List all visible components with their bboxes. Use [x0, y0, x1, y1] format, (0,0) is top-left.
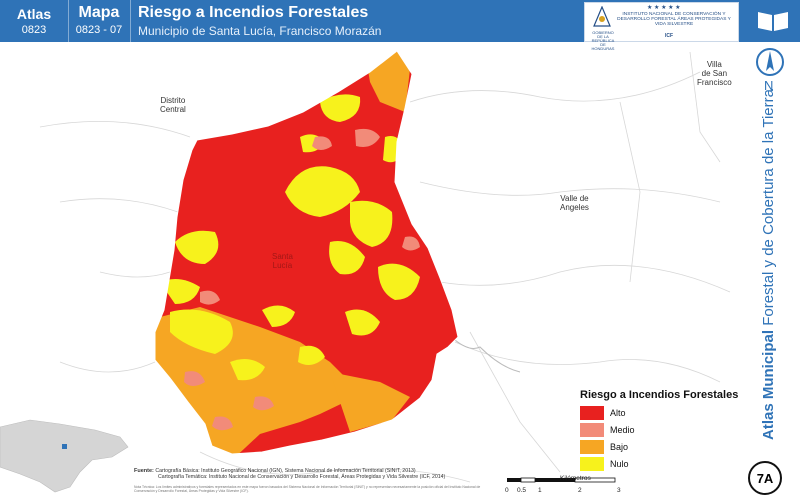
- page-title: Riesgo a Incendios Forestales: [138, 4, 369, 21]
- logo-icf-text: INSTITUTO NACIONAL DE CONSERVACIÓN Y DES…: [617, 12, 731, 27]
- side-title: Atlas Municipal Forestal y de Cobertura …: [760, 89, 777, 440]
- stars-icon: ★ ★ ★ ★ ★: [647, 5, 681, 11]
- legend-swatch-nulo: [580, 457, 604, 471]
- place-santa-lucia: Santa Lucía: [272, 252, 293, 270]
- sources-block: Fuente: Cartografía Básica: Instituto Ge…: [134, 468, 494, 480]
- map-canvas: [0, 50, 731, 493]
- place-valle-angeles: Valle de Angeles: [560, 194, 589, 212]
- scale-unit: Kilómetros: [560, 475, 591, 482]
- legend: Riesgo a Incendios Forestales Alto Medio…: [580, 389, 738, 473]
- technical-note: Nota Técnica: Los límites administrativo…: [134, 485, 481, 493]
- legend-item-medio: Medio: [580, 422, 738, 438]
- legend-swatch-alto: [580, 406, 604, 420]
- mapa-box: Mapa 0823 - 07: [68, 0, 131, 42]
- logo-gov-text: GOBIERNO DE LA REPÚBLICA DE HONDURAS: [591, 30, 615, 51]
- atlas-label: Atlas: [16, 6, 52, 22]
- legend-label-alto: Alto: [610, 408, 626, 418]
- scale-tick: 3: [617, 487, 621, 494]
- atlas-box: Atlas 0823: [0, 0, 69, 42]
- river-line: [454, 339, 521, 373]
- legend-label-nulo: Nulo: [610, 459, 629, 469]
- legend-item-nulo: Nulo: [580, 456, 738, 472]
- institution-logos: GOBIERNO DE LA REPÚBLICA DE HONDURAS ★ ★…: [584, 2, 739, 51]
- honduras-seal-icon: [593, 6, 611, 27]
- legend-label-medio: Medio: [610, 425, 635, 435]
- scale-tick: 2: [578, 487, 582, 494]
- book-icon: [757, 12, 788, 31]
- scale-tick: 0.5: [517, 487, 527, 494]
- legend-item-alto: Alto: [580, 405, 738, 421]
- header-bar: Atlas 0823 Mapa 0823 - 07 Riesgo a Incen…: [0, 0, 800, 51]
- atlas-book-button[interactable]: [745, 0, 800, 42]
- logo-icf-abbr: ICF: [665, 33, 674, 39]
- page-subtitle: Municipio de Santa Lucía, Francisco Mora…: [138, 24, 382, 38]
- legend-swatch-bajo: [580, 440, 604, 454]
- fire-risk-raster: [155, 51, 458, 454]
- legend-label-bajo: Bajo: [610, 442, 629, 452]
- mapa-label: Mapa: [78, 4, 120, 21]
- honduras-locator-inset: [0, 419, 129, 493]
- side-title-rest: Forestal y de Cobertura de la Tierra: [760, 89, 777, 330]
- map-badge: 7A: [748, 461, 782, 495]
- scale-tick: 1: [538, 487, 542, 494]
- place-villa-san-francisco: Villa de San Francisco: [697, 60, 732, 87]
- north-arrow-icon: [756, 48, 784, 76]
- atlas-code: 0823: [21, 24, 47, 36]
- scale-tick: 0: [505, 487, 509, 494]
- scale-bar: [507, 477, 616, 483]
- mapa-code: 0823 - 07: [75, 24, 123, 36]
- municipality-boundary: [154, 50, 459, 455]
- place-distrito-central: Distrito Central: [160, 96, 186, 114]
- sources-label: Fuente:: [134, 468, 154, 474]
- side-title-bold: Atlas Municipal: [760, 329, 777, 440]
- legend-item-bajo: Bajo: [580, 439, 738, 455]
- north-letter: N: [764, 78, 774, 93]
- sources-line1: Cartografía Básica: Instituto Geográfico…: [155, 468, 416, 474]
- road-lines: [39, 51, 731, 483]
- legend-swatch-medio: [580, 423, 604, 437]
- legend-title: Riesgo a Incendios Forestales: [580, 389, 739, 401]
- sources-line2: Cartografía Temática: Instituto Nacional…: [158, 474, 446, 480]
